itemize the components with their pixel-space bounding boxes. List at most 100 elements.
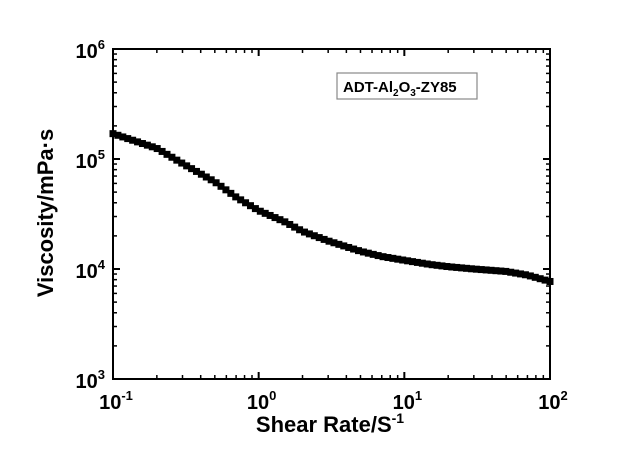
data-point	[497, 267, 505, 275]
data-point	[153, 145, 161, 153]
data-point	[291, 223, 299, 231]
data-point	[526, 272, 534, 280]
data-point	[369, 250, 377, 258]
data-point	[428, 261, 436, 269]
data-point	[541, 276, 549, 284]
data-point	[148, 143, 156, 151]
data-point	[212, 179, 220, 187]
data-point	[271, 214, 279, 222]
y-tick-label: 105	[76, 147, 105, 173]
y-axis-title: Viscosity/mPa·s	[33, 129, 58, 297]
data-point	[350, 245, 358, 253]
y-tick-label: 106	[76, 37, 105, 63]
data-point	[379, 253, 387, 261]
data-point	[487, 266, 495, 274]
data-point	[242, 199, 250, 207]
data-point	[192, 167, 200, 175]
x-axis-title: Shear Rate/S-1	[256, 410, 404, 437]
data-point	[394, 255, 402, 263]
legend-text-part: O	[399, 79, 411, 96]
data-point	[138, 140, 146, 148]
data-point	[448, 263, 456, 271]
data-point	[251, 205, 259, 213]
data-point	[546, 277, 554, 285]
tick-label-base: 10	[76, 41, 98, 63]
data-point	[433, 261, 441, 269]
tick-label-exponent: 1	[415, 388, 422, 403]
data-point	[512, 269, 520, 277]
data-point	[296, 226, 304, 234]
data-point	[114, 131, 122, 139]
axis-ticks	[112, 48, 551, 380]
data-point	[124, 135, 132, 143]
tick-label-exponent: 5	[98, 147, 105, 162]
data-point	[330, 239, 338, 247]
data-point	[217, 182, 225, 190]
data-point	[197, 170, 205, 178]
data-point	[183, 162, 191, 170]
data-point	[305, 230, 313, 238]
data-point	[237, 196, 245, 204]
data-point	[345, 243, 353, 251]
data-point	[482, 266, 490, 274]
data-point	[492, 267, 500, 275]
data-point	[467, 265, 475, 273]
data-point	[119, 133, 127, 141]
data-point	[364, 249, 372, 257]
data-point	[266, 211, 274, 219]
tick-label-base: 10	[99, 392, 121, 414]
data-point	[168, 153, 176, 161]
data-point	[335, 240, 343, 248]
data-point	[143, 141, 151, 149]
data-point	[202, 173, 210, 181]
data-point	[158, 147, 166, 155]
data-point	[178, 159, 186, 167]
y-tick-label: 103	[76, 367, 105, 393]
data-point	[134, 138, 142, 146]
data-point	[359, 248, 367, 256]
legend-subscript: 3	[410, 88, 416, 99]
tick-label-base: 10	[76, 371, 98, 393]
data-point	[472, 265, 480, 273]
data-markers	[109, 130, 554, 285]
data-point	[453, 263, 461, 271]
x-tick-label: 101	[393, 388, 422, 414]
data-point	[256, 207, 264, 215]
legend-box	[336, 72, 478, 100]
tick-label-base: 10	[247, 392, 269, 414]
data-point	[207, 176, 215, 184]
y-tick-label: 104	[76, 257, 106, 283]
data-point	[340, 242, 348, 250]
x-tick-label: 102	[538, 388, 567, 414]
data-point	[409, 258, 417, 266]
data-point	[355, 247, 363, 255]
data-point	[521, 271, 529, 279]
tick-label-exponent: 0	[269, 388, 276, 403]
legend-label: ADT-Al2O3-ZY85	[343, 79, 457, 99]
data-point	[502, 267, 510, 275]
data-point	[477, 266, 485, 274]
data-point	[418, 259, 426, 267]
data-point	[315, 234, 323, 242]
data-point	[300, 228, 308, 236]
legend-text-part: -ZY85	[416, 79, 457, 96]
tick-label-exponent: 2	[561, 388, 568, 403]
data-point	[507, 268, 515, 276]
tick-label-exponent: 6	[98, 37, 105, 52]
x-tick-labels: 10-1 100 101 102	[99, 388, 568, 414]
data-point	[399, 256, 407, 264]
data-point	[404, 257, 412, 265]
tick-label-base: 10	[538, 392, 560, 414]
legend-subscript: 2	[393, 88, 399, 99]
data-point	[310, 232, 318, 240]
tick-label-exponent: 4	[98, 257, 106, 272]
data-point	[536, 275, 544, 283]
data-point	[374, 252, 382, 260]
data-point	[129, 136, 137, 144]
data-point	[443, 263, 451, 271]
data-point	[389, 254, 397, 262]
legend-text-part: ADT-Al	[343, 79, 393, 96]
x-axis-title-text: Shear Rate/S	[256, 412, 392, 437]
